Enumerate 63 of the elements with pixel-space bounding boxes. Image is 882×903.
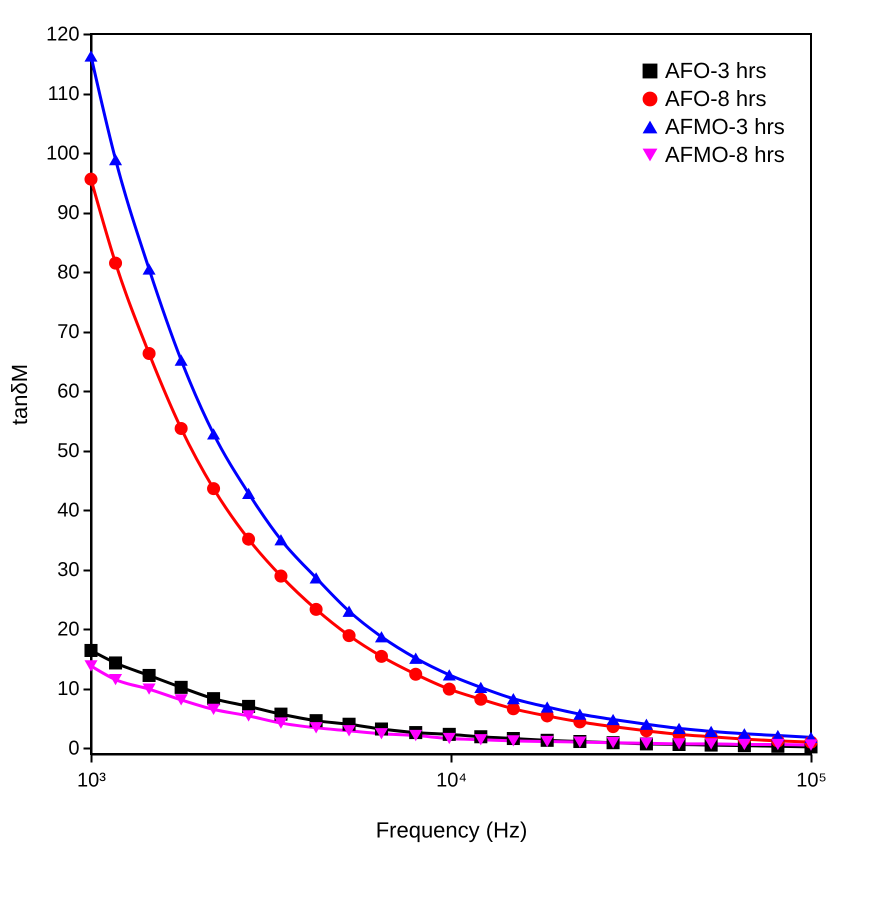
point [174, 354, 188, 366]
point [142, 263, 156, 275]
point [310, 572, 323, 584]
point [274, 717, 288, 729]
point [771, 738, 784, 750]
point [142, 347, 156, 360]
y-tick-label: 20 [57, 618, 80, 641]
y-tick-label: 30 [57, 559, 80, 582]
point [474, 692, 488, 706]
y-axis-title: tanδM [7, 364, 32, 426]
point [109, 656, 122, 670]
legend-label: AFMO-3 hrs [665, 114, 785, 139]
point [142, 668, 156, 682]
point [242, 710, 256, 722]
point [474, 682, 488, 693]
point [342, 629, 356, 642]
point [109, 256, 122, 270]
y-tick-label: 90 [57, 202, 80, 224]
point [573, 708, 586, 720]
point [174, 422, 188, 436]
point [704, 726, 718, 738]
y-tick-label: 50 [57, 440, 80, 462]
point [374, 728, 388, 740]
point [310, 722, 323, 734]
point [672, 722, 686, 734]
point [640, 718, 653, 730]
x-tick-label: 10³ [77, 770, 106, 792]
point [109, 674, 122, 686]
y-tick-label: 110 [48, 83, 80, 106]
legend-label: AFMO-8 hrs [665, 142, 785, 167]
point [274, 570, 288, 583]
point [342, 725, 356, 736]
y-tick-label: 120 [46, 24, 80, 46]
x-tick-label: 10⁵ [796, 770, 827, 792]
y-tick-label: 10 [57, 678, 80, 700]
point [174, 694, 188, 706]
point [606, 714, 620, 726]
x-axis-title: Frequency (Hz) [376, 818, 528, 842]
point [506, 693, 520, 704]
point [174, 680, 188, 694]
point [540, 701, 554, 713]
point [310, 602, 323, 616]
point [142, 683, 156, 695]
legend-label: AFO-8 hrs [665, 86, 766, 111]
point [274, 534, 288, 546]
y-tick-label: 60 [57, 380, 80, 403]
point [474, 734, 488, 746]
point [342, 606, 356, 617]
y-tick-label: 100 [46, 142, 80, 165]
y-tick-label: 40 [57, 500, 80, 522]
point [109, 154, 122, 166]
y-tick-label: 80 [57, 262, 80, 284]
y-tick-label: 70 [57, 321, 80, 344]
legend-label: AFO-3 hrs [665, 58, 766, 83]
point [242, 532, 256, 546]
point [374, 631, 388, 642]
point [506, 735, 520, 747]
point [242, 488, 256, 500]
point [374, 650, 388, 663]
y-tick-label: 0 [68, 738, 80, 760]
point [804, 739, 818, 751]
point [738, 728, 751, 740]
x-tick-label: 10⁴ [436, 770, 467, 792]
